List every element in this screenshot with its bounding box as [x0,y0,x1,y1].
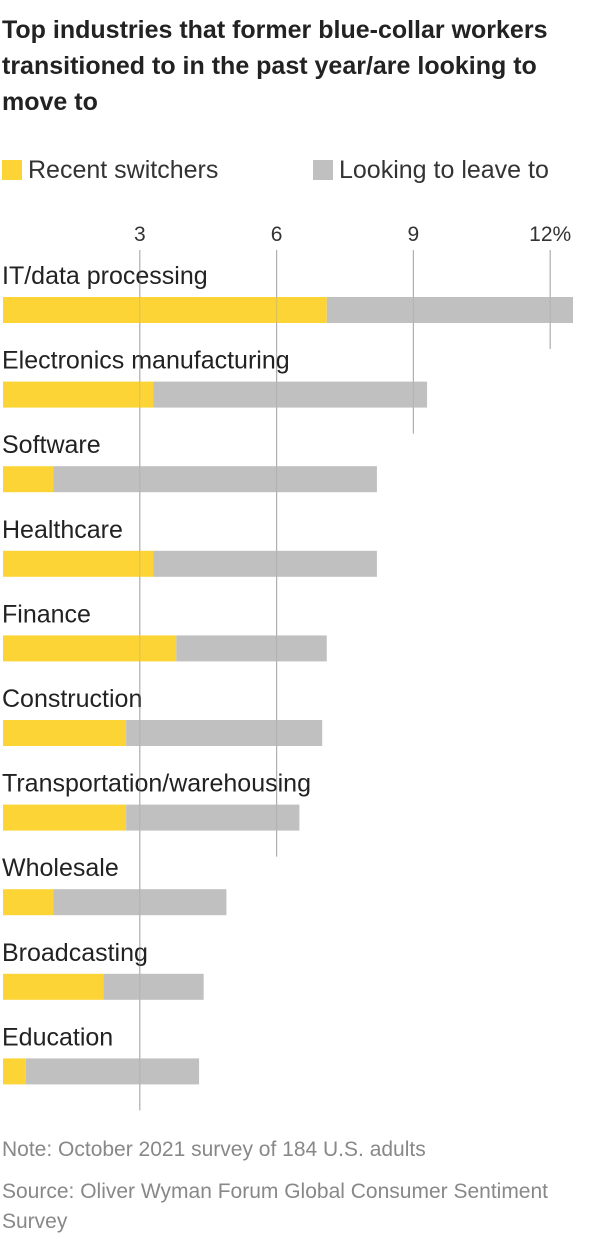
bar-looking-to-leave [25,1058,200,1085]
category-label: Wholesale [2,854,119,882]
bar-recent-switchers [3,973,104,1000]
legend-swatch-looking [313,160,333,180]
category-label: Software [2,431,101,459]
bar-looking-to-leave [103,973,204,1000]
bar-recent-switchers [3,635,177,662]
bar-looking-to-leave [153,550,377,577]
tick-label: 9 [408,223,420,246]
bar-looking-to-leave [126,804,300,831]
gridlines-overlay-group [139,250,551,1111]
bar-recent-switchers [3,550,154,577]
bar-recent-switchers [3,720,127,746]
category-label: IT/data processing [2,262,208,290]
tick-label: 6 [271,223,283,246]
category-label: Finance [2,600,91,628]
category-label: Electronics manufacturing [2,347,290,375]
chart-title: Top industries that former blue-collar w… [2,16,548,116]
category-label: Broadcasting [2,939,148,967]
bar-recent-switchers [3,804,127,831]
bar-recent-switchers [3,1058,26,1085]
chart-source: Source: Oliver Wyman Forum Global Consum… [2,1180,548,1233]
legend-label-looking: Looking to leave to [339,156,549,184]
category-label: Construction [2,685,142,713]
bar-looking-to-leave [126,720,323,746]
category-labels-group: IT/data processing Electronics manufactur… [2,262,311,1051]
bar-recent-switchers [3,297,327,323]
bar-recent-switchers [3,381,154,408]
bar-recent-switchers [3,466,54,493]
legend-item-recent: Recent switchers [2,152,218,188]
category-label: Healthcare [2,516,123,544]
legend-swatch-recent [2,160,22,180]
bar-recent-switchers [3,889,54,916]
tick-label: 3 [134,223,146,246]
category-label: Transportation/warehousing [2,770,311,798]
bars-group [3,297,573,1085]
chart-note: Note: October 2021 survey of 184 U.S. ad… [2,1138,426,1161]
bar-looking-to-leave [53,466,377,493]
bar-looking-to-leave [153,381,428,408]
category-label: Education [2,1023,113,1051]
legend-label-recent: Recent switchers [28,156,219,184]
bar-looking-to-leave [53,889,227,916]
tick-labels-group: 3 6 9 12% [134,223,571,246]
gridlines-group [139,250,551,1111]
legend-item-looking: Looking to leave to [313,152,549,188]
bar-looking-to-leave [176,635,327,662]
bar-looking-to-leave [326,297,573,323]
tick-label: 12% [529,223,571,246]
legend: Recent switchers Looking to leave to [0,152,600,188]
